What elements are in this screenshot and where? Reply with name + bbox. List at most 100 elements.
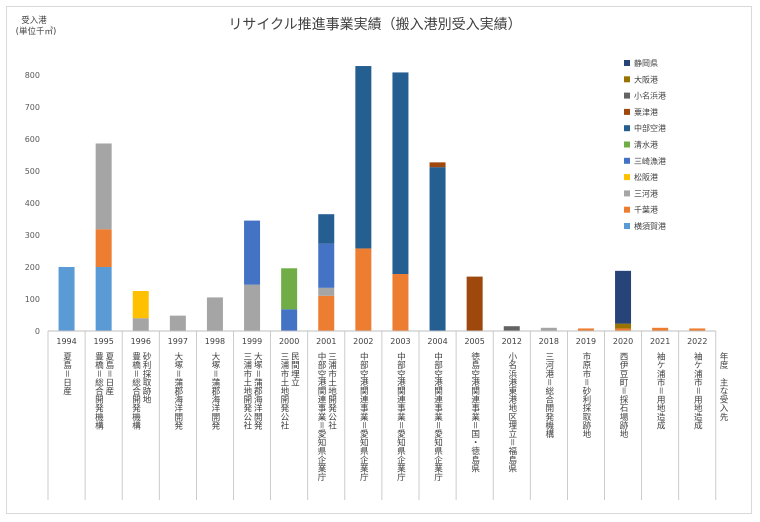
legend-swatch: [624, 92, 630, 99]
legend-label: 松阪港: [634, 172, 658, 182]
destination-label: 袖ケ浦市＝用地造成: [655, 351, 665, 431]
bar-segment: [503, 326, 520, 331]
bar-segment: [132, 318, 149, 331]
legend-swatch: [624, 190, 630, 197]
bar-segment: [429, 162, 446, 168]
bar-segment: [281, 309, 298, 331]
destination-label: 夏島＝日産: [62, 352, 72, 396]
destination-label: 三浦市土地開発公社: [279, 352, 289, 430]
x-tick-label: 1996: [131, 337, 151, 346]
destination-label: 小名浜港東港地区埋立＝福島県: [507, 352, 517, 474]
x-tick-label: 2020: [613, 337, 633, 346]
x-tick-label: 2005: [464, 337, 484, 346]
y-tick-label: 100: [25, 295, 40, 304]
legend-swatch: [624, 223, 630, 229]
bar-segment: [318, 243, 335, 288]
legend-label: 三崎漁港: [634, 156, 666, 166]
legend-swatch: [624, 141, 630, 148]
x-tick-label: 1999: [242, 337, 262, 346]
legend-label: 千葉港: [634, 205, 658, 215]
x-tick-label: 2001: [316, 337, 336, 346]
bar-segment: [540, 327, 557, 331]
destination-label: 市原市＝砂利採取跡地: [581, 351, 591, 438]
y-tick-label: 300: [25, 231, 40, 240]
bar-segment: [281, 268, 298, 310]
y-axis-unit: (単位千㎥): [16, 26, 57, 37]
bar-segment: [244, 284, 261, 331]
destination-label: 中部空港関連事業＝愛知県企業庁: [316, 351, 326, 481]
x-tick-label: 2012: [502, 337, 522, 346]
bar-segment: [95, 267, 112, 331]
destination-label: 袖ケ浦市＝用地造成: [692, 351, 702, 431]
destination-label: 民間埋立: [289, 352, 299, 387]
legend-label: 小名浜港: [634, 91, 666, 101]
bar-segment: [689, 328, 706, 331]
bar-segment: [652, 327, 669, 331]
x-tick-label: 2003: [390, 337, 410, 346]
bar-segment: [95, 229, 112, 267]
legend-label: 大阪港: [634, 74, 658, 84]
destination-label: 中部空港関連事業＝愛知県企業庁: [358, 351, 368, 481]
destination-label: 豊橋＝総合開発機構: [93, 351, 103, 431]
legend-swatch: [624, 157, 630, 164]
bar-segment: [577, 328, 594, 331]
bar-segment: [318, 295, 335, 331]
legend-label: 三河港: [634, 188, 658, 198]
legend-label: 静岡県: [634, 58, 658, 68]
bar-segment: [95, 143, 112, 230]
legend-swatch: [624, 125, 630, 132]
bar-segment: [244, 220, 261, 285]
legend-swatch: [624, 76, 630, 83]
destination-label: 中部空港関連事業＝愛知県企業庁: [395, 351, 405, 481]
legend-swatch: [624, 108, 630, 115]
destination-label: 砂利採取跡地: [141, 351, 151, 404]
bar-segment: [318, 287, 335, 296]
bar-segment: [615, 323, 632, 329]
bar-segment: [132, 291, 149, 319]
y-tick-label: 400: [25, 199, 40, 208]
destination-label: 大塚＝蒲郡海洋開発: [210, 351, 220, 431]
row-label: 年度 主な受入先: [718, 351, 728, 422]
legend-swatch: [624, 60, 630, 66]
destination-label: 三河港＝総合開発機構: [544, 352, 554, 439]
legend-label: 中部空港: [634, 123, 666, 133]
chart-frame: [6, 6, 752, 514]
y-tick-label: 700: [25, 103, 40, 112]
destination-label: 夏島＝日産: [104, 352, 114, 396]
bar-segment: [58, 267, 75, 331]
bar-segment: [615, 328, 632, 331]
destination-label: 三浦市土地開発公社: [242, 352, 252, 430]
bar-segment: [355, 248, 372, 331]
y-tick-label: 500: [25, 167, 40, 176]
chart-title: リサイクル推進事業実績（搬入港別受入実績）: [228, 17, 521, 33]
x-tick-label: 2004: [427, 337, 447, 346]
destination-label: 大塚＝蒲郡海洋開発: [252, 351, 262, 431]
bar-segment: [392, 274, 409, 331]
x-tick-label: 2002: [353, 337, 373, 346]
x-tick-label: 1994: [56, 337, 76, 346]
x-tick-label: 1998: [205, 337, 225, 346]
x-tick-label: 2018: [539, 337, 559, 346]
bar-segment: [169, 315, 186, 331]
y-tick-label: 800: [25, 71, 40, 80]
bar-segment: [355, 66, 372, 249]
destination-label: 徳島空港関連事業＝国・徳島県: [470, 351, 480, 474]
bar-segment: [392, 72, 409, 275]
destination-label: 大塚＝蒲郡海洋開発: [173, 351, 183, 431]
y-tick-label: 200: [25, 263, 40, 272]
y-axis-label: 受入港: [21, 15, 47, 26]
destination-label: 西伊豆町＝採石場跡地: [618, 352, 628, 438]
x-tick-label: 2000: [279, 337, 299, 346]
x-tick-label: 1995: [93, 337, 113, 346]
x-tick-label: 2019: [576, 337, 596, 346]
legend-label: 清水港: [634, 140, 658, 150]
destination-label: 三浦市土地開発公社: [327, 352, 337, 430]
legend-label: 粟津港: [634, 107, 658, 117]
y-tick-label: 600: [25, 135, 40, 144]
bar-segment: [466, 276, 483, 331]
x-tick-label: 1997: [168, 337, 188, 346]
x-tick-label: 2022: [687, 337, 707, 346]
bar-segment: [429, 167, 446, 331]
bar-segment: [615, 270, 632, 324]
